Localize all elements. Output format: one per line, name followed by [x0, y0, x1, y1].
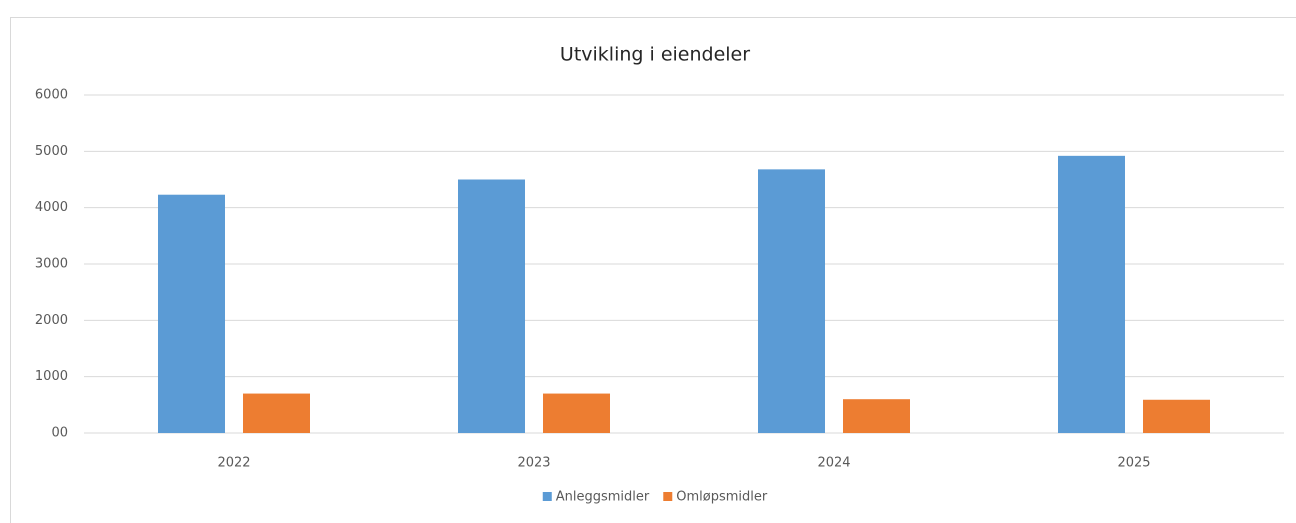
y-tick-label: 6000: [35, 88, 68, 103]
y-tick-label: 2000: [35, 313, 68, 328]
bar: [243, 393, 310, 433]
legend-label: Anleggsmidler: [556, 490, 650, 505]
x-tick-label: 2022: [217, 456, 250, 471]
y-tick-label: 5000: [35, 144, 68, 159]
bar: [458, 179, 525, 433]
bar: [843, 399, 910, 433]
legend-swatch: [542, 492, 552, 501]
legend-label: Omløpsmidler: [676, 490, 768, 505]
x-tick-label: 2024: [817, 456, 850, 471]
bar: [1143, 399, 1210, 433]
bar: [758, 169, 825, 434]
bar: [543, 393, 610, 433]
x-tick-label: 2025: [1117, 456, 1150, 471]
chart-title: Utvikling i eiendeler: [560, 44, 750, 66]
y-tick-label: 3000: [35, 257, 68, 272]
legend-swatch: [663, 492, 673, 501]
y-tick-label: 4000: [35, 200, 68, 215]
bar: [1058, 155, 1125, 433]
y-tick-label: 1000: [35, 369, 68, 384]
y-tick-label: 00: [51, 426, 68, 441]
bar: [158, 194, 225, 433]
x-tick-label: 2023: [517, 456, 550, 471]
